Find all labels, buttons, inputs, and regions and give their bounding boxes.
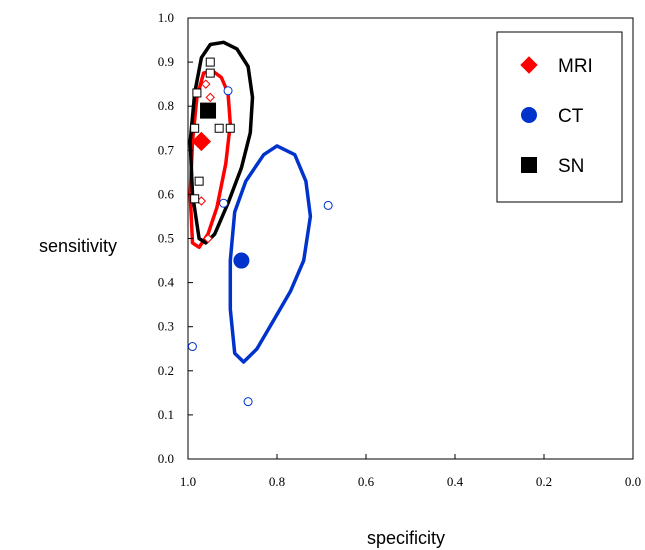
y-tick-label: 0.9 <box>158 54 174 69</box>
y-tick-label: 0.7 <box>158 142 175 157</box>
legend-ct-marker <box>521 107 537 123</box>
y-tick-label: 0.3 <box>158 319 174 334</box>
x-tick-label: 0.8 <box>269 474 285 489</box>
ct-confidence-region <box>228 144 313 364</box>
y-tick-label: 0.6 <box>158 186 175 201</box>
y-tick-label: 0.1 <box>158 407 174 422</box>
y-tick-label: 0.4 <box>158 275 175 290</box>
mri-confidence-region <box>188 69 233 250</box>
ct-study-point <box>187 342 197 352</box>
study-points <box>187 57 333 407</box>
sn-study-point <box>205 68 215 78</box>
mri-study-point <box>205 92 215 103</box>
legend: MRI CT SN <box>496 31 623 203</box>
sn-study-point <box>192 88 202 98</box>
sn-confidence-region <box>188 40 255 245</box>
summary-points <box>191 102 250 269</box>
x-tick-label: 0.0 <box>625 474 641 489</box>
ct-study-point <box>243 397 253 407</box>
ct-study-point <box>219 198 229 208</box>
legend-sn-marker <box>521 157 537 173</box>
legend-sn-label: SN <box>558 156 584 177</box>
ct-summary-point <box>233 252 250 269</box>
confidence-regions <box>188 40 313 364</box>
sn-study-point <box>194 176 204 186</box>
x-tick-label: 0.6 <box>358 474 375 489</box>
legend-ct-label: CT <box>558 106 584 127</box>
legend-mri-marker <box>520 56 538 74</box>
y-tick-label: 0.2 <box>158 363 174 378</box>
x-tick-label: 0.2 <box>536 474 552 489</box>
x-tick-label: 0.4 <box>447 474 464 489</box>
sn-study-point <box>205 57 215 67</box>
sn-summary-point <box>200 102 217 119</box>
y-tick-label: 0.0 <box>158 451 174 466</box>
y-tick-label: 0.8 <box>158 98 174 113</box>
x-axis-title: specificity <box>367 528 445 548</box>
y-tick-label: 0.5 <box>158 231 174 246</box>
sn-study-point <box>214 123 224 133</box>
ct-study-point <box>323 200 333 210</box>
legend-box <box>496 31 623 203</box>
sn-study-point <box>225 123 235 133</box>
sn-study-point <box>190 123 200 133</box>
mri-study-point <box>203 233 213 244</box>
axes-ticks: 1.0 0.8 0.6 0.4 0.2 0.0 0.0 0.1 0.2 0.3 0.4 0.5 0.6 0… <box>158 10 641 489</box>
sn-study-point <box>190 194 200 204</box>
y-tick-label: 1.0 <box>158 10 174 25</box>
ct-study-point <box>223 86 233 96</box>
x-tick-label: 1.0 <box>180 474 196 489</box>
y-axis-title: sensitivity <box>39 236 117 256</box>
legend-mri-label: MRI <box>558 56 593 77</box>
mri-study-point <box>201 79 211 89</box>
mri-summary-point <box>191 131 212 152</box>
